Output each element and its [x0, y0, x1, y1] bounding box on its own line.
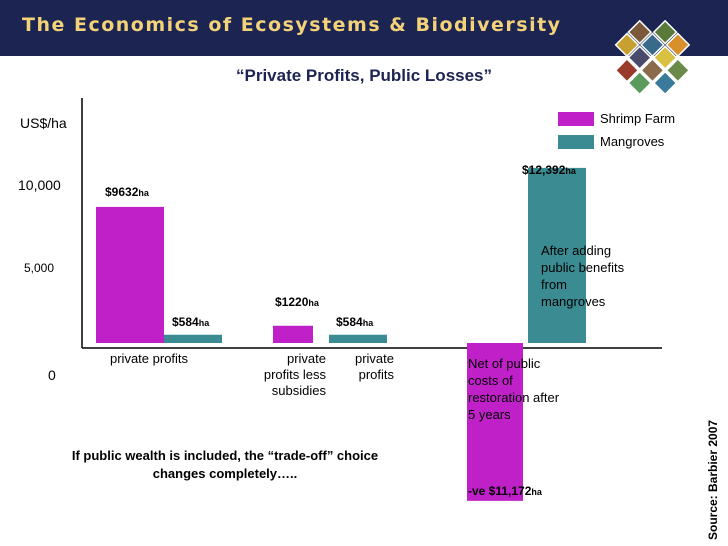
legend-swatch-shrimp: [558, 112, 594, 126]
category-label-2-mangrove: private profits: [354, 351, 394, 382]
legend-label-mangrove: Mangroves: [600, 134, 665, 149]
y-tick-0: 0: [48, 367, 56, 383]
category-label-3-mangrove: After adding public benefits from mangro…: [541, 243, 625, 309]
bar-label-shrimp-2: $1220ha: [275, 295, 319, 309]
bar-shrimp-3: [467, 343, 523, 501]
annotation-text: If public wealth is included, the “trade…: [71, 448, 379, 481]
category-label-2: private profits less subsidies: [263, 351, 326, 398]
bar-mangrove-1: [164, 334, 222, 343]
bar-label-mangrove-1: $584ha: [172, 315, 210, 329]
bar-label-shrimp-1: $9632ha: [105, 185, 149, 199]
chart-title: “Private Profits, Public Losses”: [235, 66, 493, 85]
category-label-3: Net of public costs of restoration after…: [468, 356, 560, 422]
legend-label-shrimp: Shrimp Farm: [600, 111, 676, 126]
page-title: The Economics of Ecosystems & Biodiversi…: [22, 14, 562, 36]
bar-shrimp-2: [273, 325, 313, 343]
bar-mangrove-3: [528, 167, 586, 343]
legend-swatch-mangrove: [558, 135, 594, 149]
y-tick-10000: 10,000: [18, 177, 61, 193]
teeb-logo-icon: [614, 19, 691, 96]
source-note: Source: Barbier 2007: [706, 419, 720, 540]
y-axis-label: US$/ha: [20, 115, 67, 131]
header-bar: The Economics of Ecosystems & Biodiversi…: [0, 0, 728, 56]
bar-label-mangrove-3: $12,392ha: [522, 163, 576, 177]
category-label-1: private profits: [110, 351, 189, 366]
bar-label-shrimp-3: -ve $11,172ha: [468, 484, 542, 498]
y-tick-5000: 5,000: [24, 261, 55, 275]
bar-shrimp-1: [96, 206, 164, 343]
bar-label-mangrove-2: $584ha: [336, 315, 374, 329]
bar-mangrove-2: [329, 334, 387, 343]
